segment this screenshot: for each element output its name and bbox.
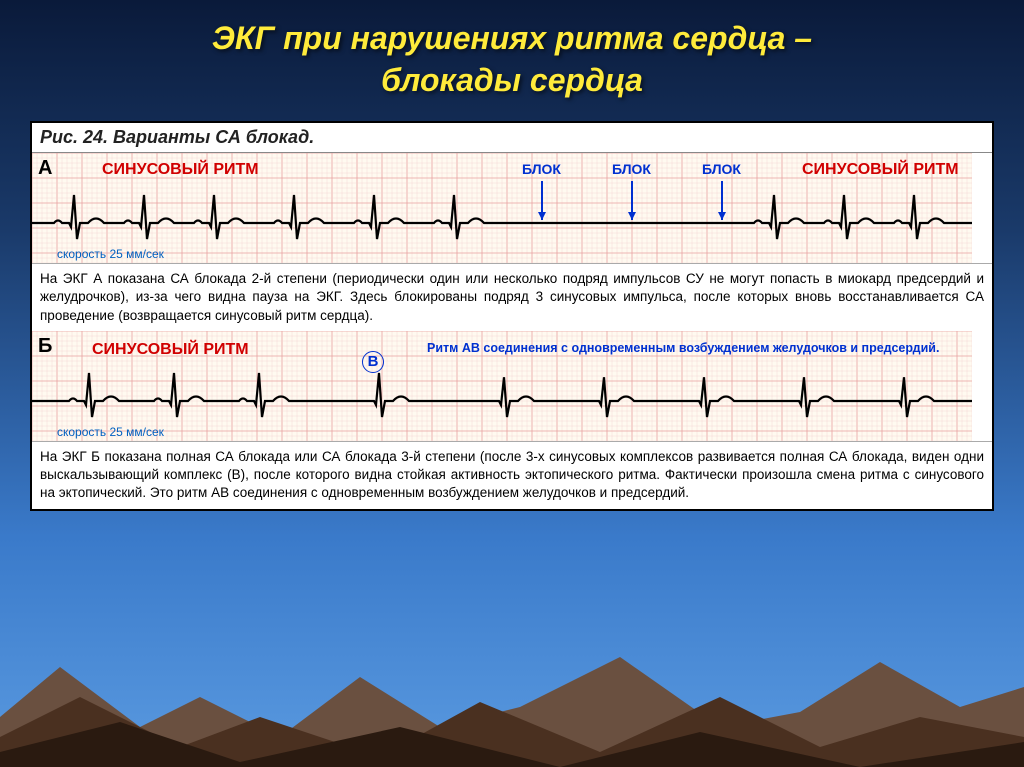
ecg-strip-b-wrap: Б СИНУСОВЫЙ РИТМ В Ритм АВ соединения с … bbox=[32, 331, 992, 441]
figure-container: Рис. 24. Варианты СА блокад. А СИНУСОВЫЙ… bbox=[30, 121, 994, 510]
ecg-strip-a-wrap: А СИНУСОВЫЙ РИТМ БЛОК БЛОК БЛОК СИНУСОВЫ… bbox=[32, 153, 992, 263]
title-line-2: блокады сердца bbox=[381, 62, 643, 98]
desc-a: На ЭКГ А показана СА блокада 2-й степени… bbox=[32, 263, 992, 331]
strip-b-label: Б bbox=[38, 335, 52, 358]
slide-title: ЭКГ при нарушениях ритма сердца – блокад… bbox=[0, 0, 1024, 111]
strip-b-speed: скорость 25 мм/сек bbox=[57, 425, 164, 439]
strip-a-block3: БЛОК bbox=[702, 161, 741, 177]
strip-b-av-text: Ритм АВ соединения с одновременным возбу… bbox=[427, 341, 967, 355]
strip-b-escape-label: В bbox=[362, 351, 384, 373]
strip-a-sinus-left: СИНУСОВЫЙ РИТМ bbox=[102, 161, 259, 179]
strip-b-sinus-left: СИНУСОВЫЙ РИТМ bbox=[92, 341, 249, 359]
title-line-1: ЭКГ при нарушениях ритма сердца – bbox=[212, 20, 812, 56]
mountains-decoration bbox=[0, 627, 1024, 767]
strip-a-speed: скорость 25 мм/сек bbox=[57, 247, 164, 261]
strip-a-block2: БЛОК bbox=[612, 161, 651, 177]
strip-a-block1: БЛОК bbox=[522, 161, 561, 177]
desc-b: На ЭКГ Б показана полная СА блокада или … bbox=[32, 441, 992, 509]
strip-a-label: А bbox=[38, 157, 52, 180]
figure-caption: Рис. 24. Варианты СА блокад. bbox=[32, 123, 992, 153]
strip-a-sinus-right: СИНУСОВЫЙ РИТМ bbox=[802, 161, 959, 179]
